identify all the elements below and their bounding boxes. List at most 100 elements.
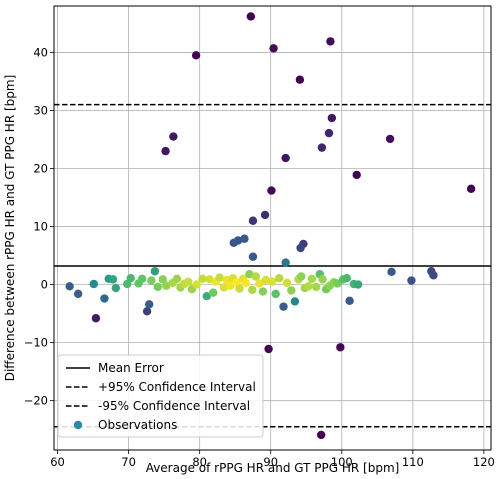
observation-point	[287, 286, 296, 295]
observation-point	[235, 284, 244, 293]
observation-point	[191, 51, 201, 60]
observation-points	[65, 12, 476, 440]
observation-point	[248, 216, 258, 225]
observation-point	[65, 282, 74, 291]
observation-point	[327, 113, 337, 123]
observation-point	[255, 279, 264, 288]
observation-point	[466, 184, 476, 194]
observation-point	[326, 37, 335, 46]
y-tick-label: 40	[33, 45, 48, 59]
observation-point	[73, 289, 83, 299]
legend-entry-label: Mean Error	[98, 361, 164, 375]
observation-point	[205, 275, 214, 284]
observation-point	[226, 281, 235, 290]
observation-point	[296, 243, 305, 253]
observation-point	[137, 274, 147, 283]
observation-point	[345, 296, 354, 306]
observation-point	[279, 302, 288, 311]
y-tick-label: 20	[33, 162, 48, 176]
observation-point	[264, 344, 273, 354]
observation-point	[241, 278, 251, 288]
observation-point	[281, 258, 290, 267]
observation-point	[232, 278, 241, 287]
y-tick-label: −10	[24, 336, 48, 350]
observation-point	[258, 287, 268, 296]
observation-point	[342, 274, 351, 283]
observation-point	[312, 282, 321, 292]
observation-point	[281, 153, 290, 163]
observation-point	[324, 128, 334, 138]
observation-point	[429, 271, 438, 280]
y-tick-label: −20	[24, 394, 48, 408]
x-tick-label: 110	[402, 455, 424, 469]
observation-point	[202, 291, 211, 301]
x-tick-label: 120	[473, 455, 495, 469]
observation-point	[352, 170, 361, 180]
observation-point	[215, 273, 224, 282]
observation-point	[248, 252, 258, 261]
plot-border	[53, 5, 492, 451]
observation-point	[248, 285, 257, 295]
observation-point	[142, 307, 152, 316]
observation-point	[317, 143, 327, 152]
observation-point	[251, 272, 261, 281]
observation-point	[91, 314, 101, 323]
observation-point	[290, 297, 300, 306]
ticks: 60 70 80 90 100 110 120 −20 −10 0 10 20 30 40	[24, 45, 495, 469]
legend-marker-swatch	[73, 420, 83, 430]
observation-point	[304, 282, 313, 291]
observation-point	[89, 279, 98, 289]
legend-entry-label: +95% Confidence Interval	[98, 380, 256, 394]
observation-point	[219, 283, 229, 292]
observation-point	[240, 234, 249, 243]
observation-point	[108, 275, 118, 284]
observation-point	[316, 430, 326, 440]
observation-point	[275, 274, 284, 283]
observation-point	[192, 280, 202, 289]
y-axis-label: Difference between rPPG HR and GT PPG HR…	[3, 75, 17, 382]
observation-point	[100, 294, 109, 303]
x-tick-label: 70	[121, 455, 136, 469]
observation-point	[245, 269, 254, 279]
observation-point	[267, 277, 277, 286]
observation-point	[387, 267, 396, 277]
observation-point	[169, 132, 178, 141]
observation-point	[267, 186, 276, 195]
observation-point	[233, 236, 243, 245]
x-tick-label: 80	[192, 455, 207, 469]
observation-point	[297, 272, 306, 281]
observation-point	[161, 146, 170, 156]
x-tick-label: 90	[263, 455, 278, 469]
observation-point	[158, 275, 167, 284]
observation-point	[260, 210, 270, 220]
observation-point	[172, 274, 182, 283]
grid	[54, 6, 491, 450]
observation-point	[407, 276, 416, 285]
y-tick-label: 10	[33, 220, 48, 234]
observation-point	[246, 12, 256, 21]
x-tick-label: 100	[331, 455, 353, 469]
x-tick-label: 60	[50, 455, 65, 469]
observation-point	[336, 343, 345, 352]
legend-entry-label: -95% Confidence Interval	[98, 399, 250, 413]
observation-point	[150, 267, 160, 276]
y-tick-label: 0	[41, 278, 48, 292]
legend: Mean Error +95% Confidence Interval -95% C…	[57, 354, 264, 438]
observation-point	[353, 280, 363, 289]
observation-point	[198, 274, 207, 283]
legend-box	[57, 354, 264, 438]
observation-point	[282, 278, 292, 288]
y-tick-label: 30	[33, 103, 48, 117]
observation-point	[318, 275, 327, 284]
legend-entry-label: Observations	[98, 418, 177, 432]
observation-point	[295, 75, 305, 84]
observation-point	[385, 134, 395, 144]
observation-point	[126, 274, 135, 283]
observation-point	[269, 44, 278, 53]
observation-point	[307, 274, 317, 283]
observation-point	[271, 289, 280, 299]
x-axis-label: Average of rPPG HR and GT PPG HR [bpm]	[146, 461, 400, 475]
observation-point	[184, 277, 193, 286]
observation-point	[147, 276, 156, 285]
